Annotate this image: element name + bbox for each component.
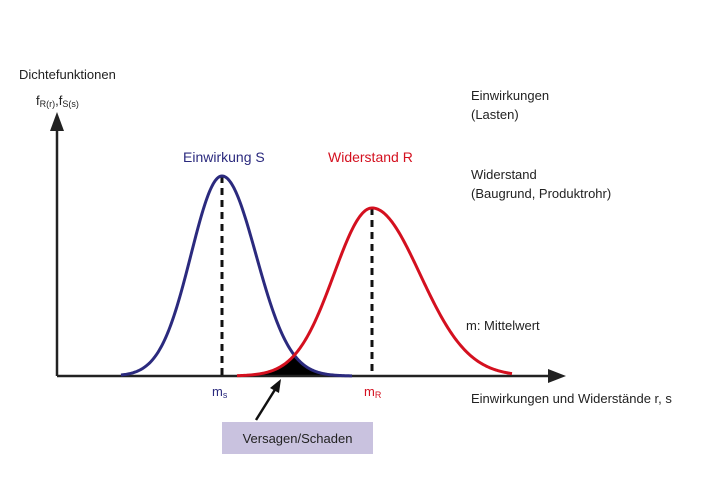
resistance-density-curve [236,206,513,378]
failure-label-box: Versagen/Schaden [222,422,373,454]
x-axis-arrowhead [548,369,566,383]
mean-resistance-symbol: m [364,384,375,399]
legend-load-line1: Einwirkungen [471,88,550,103]
failure-overlap-area [237,355,352,376]
mean-load-symbol: m [212,384,223,399]
x-axis-title: Einwirkungen und Widerstände r, s [471,391,672,406]
legend-load-line2: (Lasten) [471,107,519,122]
y-axis-symbol-f2: f [58,93,63,108]
y-axis-arrowhead [50,112,64,131]
mean-resistance-label: mR [364,383,381,404]
load-curve-label: Einwirkung S [183,149,265,165]
load-density-curve [120,174,353,378]
legend-resistance-line1: Widerstand [471,167,537,182]
y-axis-symbol-sub2: S(s) [62,99,79,109]
failure-label: Versagen/Schaden [242,430,353,446]
y-axis-symbol-f1: f [36,93,40,108]
failure-pointer-arrowhead [270,379,281,393]
failure-pointer-line [254,387,278,421]
mean-resistance-subscript: R [374,390,382,400]
y-axis-symbol-sub1: R(r) [39,99,56,109]
legend-mean-note: m: Mittelwert [466,318,540,333]
y-axis-symbol: fR(r),fS(s) [36,92,79,113]
legend-resistance-line2: (Baugrund, Produktrohr) [471,186,612,201]
resistance-curve-label: Widerstand R [328,149,413,165]
mean-load-label: ms [212,383,227,404]
y-axis-title: Dichtefunktionen [19,67,116,82]
mean-load-subscript: s [222,390,228,400]
y-axis-symbol-separator: , [55,93,59,108]
